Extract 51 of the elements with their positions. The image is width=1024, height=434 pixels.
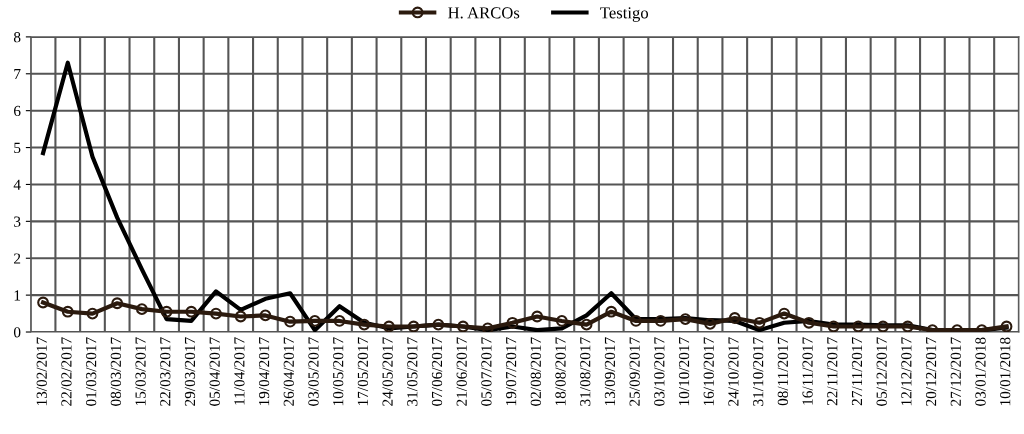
x-tick-label: 19/04/2017	[258, 337, 270, 406]
x-tick-label: 22/02/2017	[61, 337, 72, 406]
x-tick-label: 10/10/2017	[678, 337, 690, 406]
legend-label: H. ARCOs	[448, 7, 520, 19]
x-tick-label: 10/01/2018	[1000, 337, 1011, 406]
y-tick-label: 0	[13, 327, 21, 338]
legend-label: Testigo	[600, 7, 649, 22]
x-tick-label: 07/06/2017	[431, 337, 443, 406]
x-tick-label: 27/12/2017	[950, 337, 961, 406]
x-tick-label: 08/11/2017	[777, 337, 789, 406]
x-tick-label: 05/04/2017	[209, 337, 220, 406]
x-tick-label: 02/08/2017	[530, 337, 541, 406]
x-tick-label: 13/02/2017	[36, 337, 47, 406]
x-tick-label: 18/08/2017	[555, 337, 566, 406]
x-tick-label: 31/05/2017	[407, 337, 418, 406]
x-tick-label: 19/07/2017	[505, 337, 517, 406]
x-tick-label: 21/06/2017	[456, 337, 467, 406]
x-tick-label: 22/03/2017	[160, 337, 171, 406]
x-tick-label: 05/07/2017	[481, 337, 492, 406]
x-tick-label: 03/10/2017	[654, 337, 665, 406]
x-tick-label: 11/04/2017	[234, 337, 245, 405]
x-tick-label: 26/04/2017	[283, 337, 294, 406]
x-tick-label: 03/01/2018	[975, 337, 986, 406]
x-tick-label: 15/03/2017	[135, 337, 146, 406]
x-tick-label: 31/08/2017	[580, 337, 591, 406]
x-tick-label: 01/03/2017	[85, 337, 97, 406]
y-tick-label: 5	[14, 142, 21, 154]
x-tick-label: 25/09/2017	[629, 337, 640, 406]
x-tick-label: 13/09/2017	[604, 337, 616, 406]
x-tick-label: 17/05/2017	[357, 337, 369, 406]
x-tick-label: 31/10/2017	[753, 337, 764, 406]
x-tick-label: 24/05/2017	[382, 337, 393, 406]
x-tick-label: 12/12/2017	[901, 337, 912, 406]
x-tick-label: 27/11/2017	[851, 337, 863, 406]
y-tick-label: 1	[14, 290, 21, 301]
y-tick-label: 2	[14, 253, 21, 264]
y-tick-label: 8	[13, 32, 21, 43]
x-tick-label: 29/03/2017	[184, 337, 196, 406]
x-tick-label: 08/03/2017	[110, 337, 122, 406]
x-tick-label: 22/11/2017	[827, 337, 838, 406]
x-tick-label: 10/05/2017	[333, 337, 344, 406]
y-tick-label: 4	[13, 179, 21, 190]
x-tick-label: 24/10/2017	[728, 337, 739, 406]
y-tick-label: 3	[14, 216, 21, 227]
x-tick-label: 03/05/2017	[308, 337, 319, 406]
x-tick-label: 20/12/2017	[925, 337, 937, 406]
x-tick-label: 05/12/2017	[876, 337, 887, 406]
x-tick-label: 16/11/2017	[802, 337, 813, 405]
y-tick-label: 7	[14, 69, 21, 80]
x-tick-label: 16/10/2017	[703, 337, 714, 406]
y-tick-label: 6	[14, 105, 21, 117]
